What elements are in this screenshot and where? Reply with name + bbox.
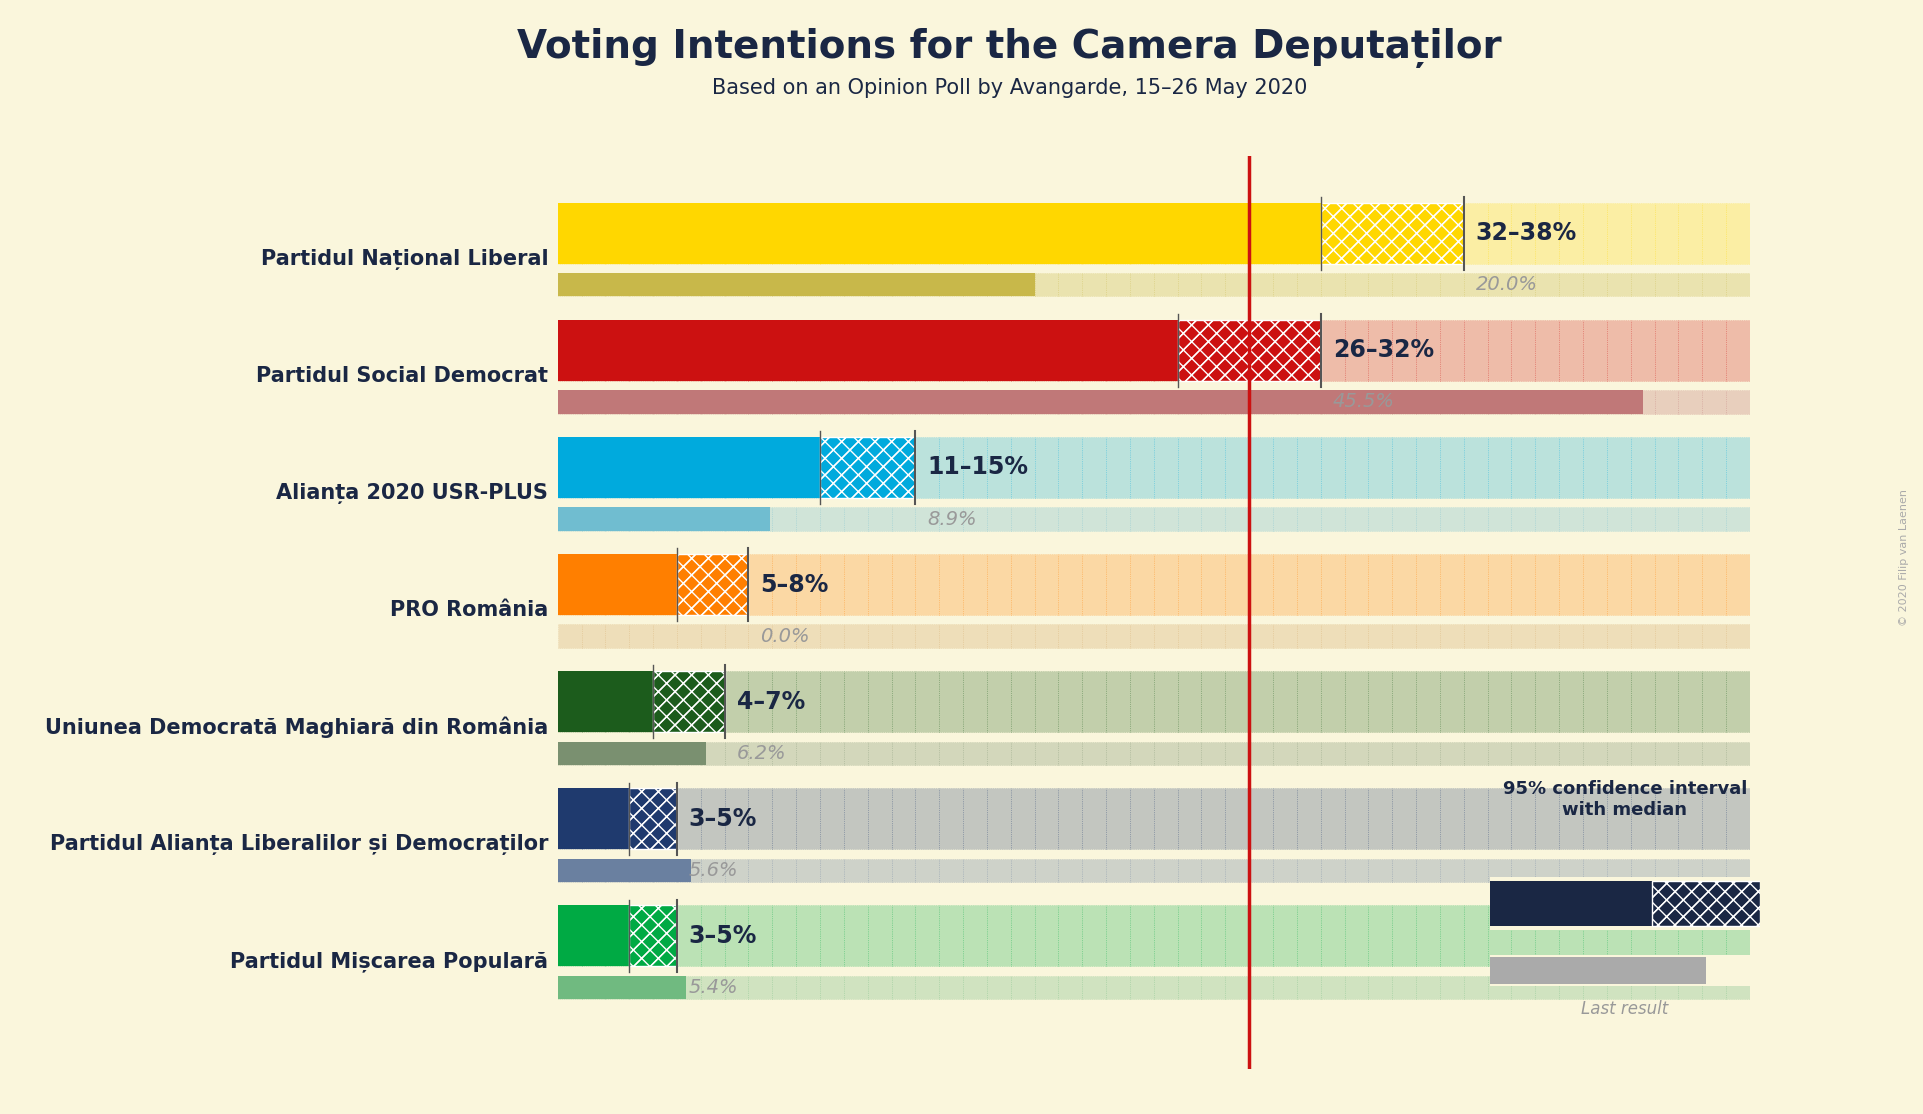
Text: 95% confidence interval
with median: 95% confidence interval with median	[1502, 780, 1748, 819]
Bar	[558, 859, 1750, 882]
Bar	[558, 789, 1750, 849]
Bar	[819, 437, 915, 498]
Bar	[558, 437, 1750, 498]
Bar	[558, 554, 1750, 615]
Text: 45.5%: 45.5%	[1333, 392, 1394, 411]
Bar	[629, 906, 677, 966]
Bar	[1177, 320, 1321, 381]
Bar	[558, 320, 1177, 381]
Text: Last result: Last result	[1581, 1000, 1669, 1018]
Bar	[1490, 957, 1706, 984]
Text: 8.9%: 8.9%	[927, 509, 977, 528]
Text: Partidul Alianța Liberalilor și Democraților: Partidul Alianța Liberalilor și Democraț…	[50, 834, 548, 856]
Bar	[1652, 881, 1760, 926]
Text: Partidul Mișcarea Populară: Partidul Mișcarea Populară	[231, 951, 548, 973]
Text: 0.0%: 0.0%	[760, 626, 810, 646]
Bar	[1177, 320, 1321, 381]
Bar	[558, 320, 1750, 381]
Bar	[558, 625, 1750, 648]
Bar	[1321, 203, 1463, 264]
Bar	[1177, 320, 1321, 381]
Text: Alianța 2020 USR-PLUS: Alianța 2020 USR-PLUS	[277, 482, 548, 504]
Bar	[1321, 203, 1463, 264]
Bar	[558, 554, 677, 615]
Bar	[558, 273, 1035, 296]
Text: © 2020 Filip van Laenen: © 2020 Filip van Laenen	[1898, 489, 1910, 625]
Text: 26–32%: 26–32%	[1333, 339, 1435, 362]
Text: Voting Intentions for the Camera Deputaților: Voting Intentions for the Camera Deputaț…	[517, 28, 1502, 68]
Bar	[1321, 203, 1463, 264]
Bar	[629, 789, 677, 849]
Bar	[558, 906, 629, 966]
Bar	[558, 906, 1750, 966]
Text: 5.4%: 5.4%	[688, 978, 738, 997]
Bar	[654, 672, 725, 732]
Text: 5–8%: 5–8%	[760, 573, 829, 597]
Bar	[558, 507, 769, 530]
Bar	[629, 906, 677, 966]
Text: 3–5%: 3–5%	[688, 807, 758, 831]
Text: 3–5%: 3–5%	[688, 924, 758, 948]
Bar	[677, 554, 748, 615]
Bar	[558, 203, 1750, 264]
Bar	[558, 507, 1750, 530]
Bar	[558, 976, 1750, 999]
Bar	[558, 789, 629, 849]
Bar	[654, 672, 725, 732]
Bar	[1652, 881, 1760, 926]
Bar	[1652, 881, 1760, 926]
Bar	[819, 437, 915, 498]
Text: Partidul Național Liberal: Partidul Național Liberal	[260, 248, 548, 270]
Bar	[558, 672, 654, 732]
Bar	[558, 390, 1750, 413]
Text: PRO România: PRO România	[390, 600, 548, 620]
Bar	[558, 859, 690, 882]
Bar	[629, 789, 677, 849]
Bar	[558, 742, 1750, 765]
Bar	[558, 789, 1750, 849]
Bar	[558, 273, 1750, 296]
Bar	[558, 976, 687, 999]
Bar	[654, 672, 725, 732]
Bar	[558, 906, 1750, 966]
Bar	[558, 554, 1750, 615]
Bar	[558, 672, 1750, 732]
Text: 11–15%: 11–15%	[927, 456, 1029, 479]
Bar	[677, 554, 748, 615]
Text: 5.6%: 5.6%	[688, 861, 738, 880]
Text: 20.0%: 20.0%	[1475, 275, 1538, 294]
Text: Based on an Opinion Poll by Avangarde, 15–26 May 2020: Based on an Opinion Poll by Avangarde, 1…	[712, 78, 1308, 98]
Text: 4–7%: 4–7%	[737, 690, 804, 714]
Bar	[558, 437, 819, 498]
Text: 6.2%: 6.2%	[737, 744, 787, 763]
Text: Partidul Social Democrat: Partidul Social Democrat	[256, 367, 548, 387]
Bar	[629, 789, 677, 849]
Bar	[677, 554, 748, 615]
Text: 32–38%: 32–38%	[1475, 222, 1577, 245]
Bar	[558, 320, 1750, 381]
Bar	[1490, 881, 1652, 926]
Bar	[558, 672, 1750, 732]
Bar	[629, 906, 677, 966]
Bar	[558, 742, 706, 765]
Text: Uniunea Democrată Maghiară din România: Uniunea Democrată Maghiară din România	[44, 716, 548, 739]
Bar	[819, 437, 915, 498]
Bar	[558, 437, 1750, 498]
Bar	[558, 390, 1642, 413]
Bar	[558, 203, 1750, 264]
Bar	[558, 203, 1321, 264]
